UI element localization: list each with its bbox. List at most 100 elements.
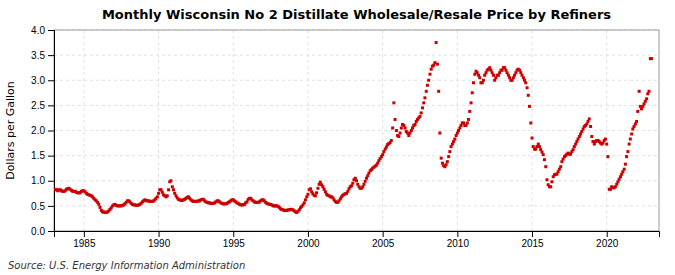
point — [436, 63, 439, 66]
point — [628, 143, 631, 146]
y-tick-mark — [48, 231, 54, 232]
point — [478, 76, 481, 79]
chart: 198519901995200020052010201520200.00.51.… — [0, 0, 675, 275]
point — [364, 180, 367, 183]
y-tick-mark — [48, 80, 54, 81]
point — [605, 143, 608, 146]
plot-frame — [54, 30, 659, 231]
point — [466, 121, 469, 124]
grid-line-y — [54, 180, 659, 181]
y-tick: 3.0 — [31, 75, 54, 86]
grid-line-y — [54, 205, 659, 206]
point — [169, 179, 172, 182]
point — [392, 101, 395, 104]
x-tick-mark — [457, 231, 458, 237]
x-tick: 2010 — [447, 231, 470, 249]
y-tick-mark — [48, 156, 54, 157]
x-axis-line — [55, 232, 660, 238]
point — [529, 121, 532, 124]
point — [430, 68, 433, 71]
point — [422, 101, 425, 104]
point — [304, 198, 307, 201]
point — [157, 192, 160, 195]
point — [171, 185, 174, 188]
point — [623, 168, 626, 171]
point — [172, 188, 175, 191]
x-tick: 2000 — [297, 231, 320, 249]
point — [524, 81, 527, 84]
points — [54, 41, 653, 214]
point — [528, 105, 531, 108]
y-tick-label: 0.5 — [31, 201, 45, 212]
point — [390, 139, 393, 142]
point — [420, 111, 423, 114]
y-axis-line — [48, 31, 55, 232]
point — [355, 179, 358, 182]
x-tick-label: 2005 — [372, 238, 395, 249]
point — [645, 97, 648, 100]
title: Monthly Wisconsin No 2 Distillate Wholes… — [102, 7, 611, 22]
annotation: Source: U.S. Energy Information Administ… — [8, 260, 245, 271]
point — [635, 120, 638, 123]
y-tick-mark — [48, 105, 54, 106]
point — [351, 182, 354, 185]
point — [543, 158, 546, 161]
point — [306, 193, 309, 196]
y-axis: 0.00.51.01.52.02.53.03.54.0 — [31, 25, 54, 237]
x-tick: 2005 — [372, 231, 395, 249]
point — [588, 117, 591, 120]
point — [435, 41, 438, 44]
x-tick-mark — [383, 231, 384, 237]
point — [315, 191, 318, 194]
point — [468, 110, 471, 113]
grid-line-y — [54, 55, 659, 56]
y-tick: 0.0 — [31, 226, 54, 237]
point — [630, 133, 633, 136]
point — [309, 187, 312, 190]
grid-line-x — [382, 30, 383, 231]
point — [440, 157, 443, 160]
x-tick-label: 2020 — [596, 238, 619, 249]
x-tick: 1990 — [148, 231, 171, 249]
point — [538, 145, 541, 148]
grid-line-y — [54, 80, 659, 81]
x-tick-label: 2000 — [297, 238, 320, 249]
y-axis-title: Dollars per Gallon — [4, 81, 17, 180]
point — [531, 137, 534, 140]
point — [482, 79, 485, 82]
y-tick-label: 4.0 — [31, 25, 45, 36]
point — [589, 125, 592, 128]
point — [647, 90, 650, 93]
grid-line-y — [54, 105, 659, 106]
point — [572, 148, 575, 151]
point — [167, 188, 170, 191]
y-tick: 0.5 — [31, 201, 54, 212]
point — [414, 123, 417, 126]
point — [99, 206, 102, 209]
point — [470, 101, 473, 104]
point — [97, 203, 100, 206]
x-tick-mark — [308, 231, 309, 237]
point — [423, 96, 426, 99]
point — [397, 135, 400, 138]
y-tick-mark — [48, 55, 54, 56]
point — [425, 90, 428, 93]
point — [629, 138, 632, 141]
x-tick: 1995 — [223, 231, 246, 249]
y-tick: 1.5 — [31, 150, 54, 161]
point — [391, 126, 394, 129]
y-tick-label: 3.0 — [31, 75, 45, 86]
point — [314, 194, 317, 197]
grid — [54, 30, 659, 231]
x-tick-mark — [84, 231, 85, 237]
point — [381, 153, 384, 156]
point — [437, 90, 440, 93]
point — [448, 150, 451, 153]
point — [638, 90, 641, 93]
point — [399, 132, 402, 135]
point — [156, 195, 159, 198]
point — [446, 160, 449, 163]
point — [427, 79, 430, 82]
point — [438, 132, 441, 135]
x-tick-label: 1990 — [148, 238, 171, 249]
